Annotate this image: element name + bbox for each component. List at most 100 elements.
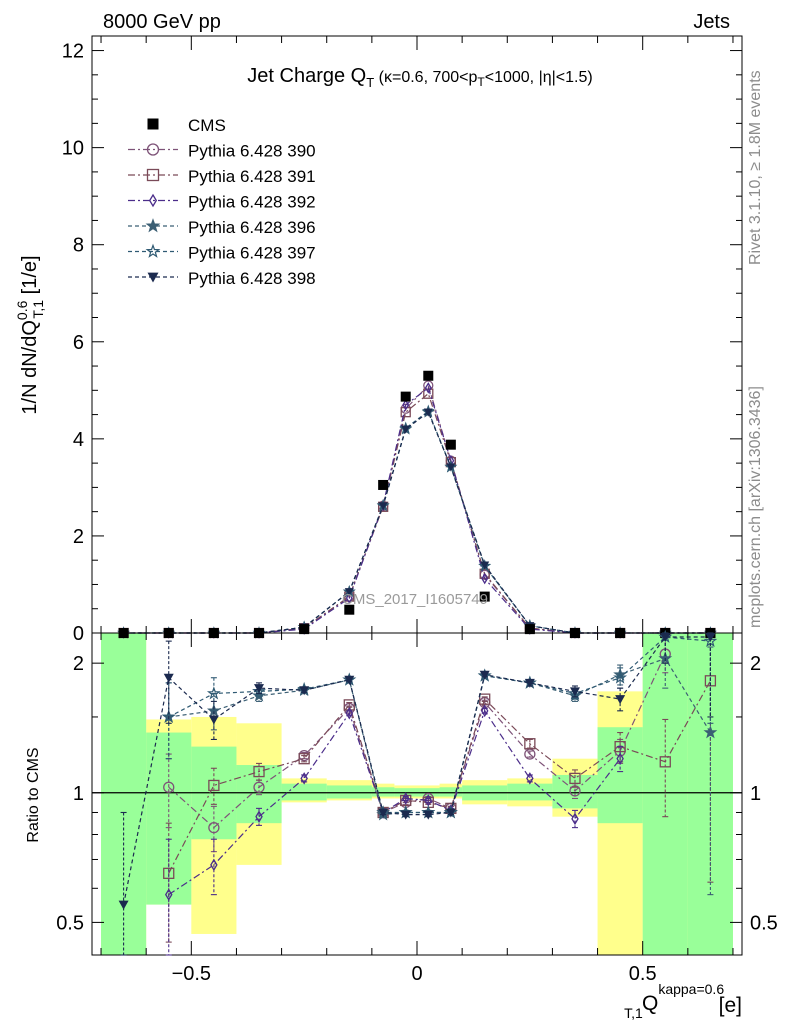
ratio-y-tick-label-right: 2 [750, 653, 761, 675]
ratio-y-axis-label: Ratio to CMS [25, 747, 42, 842]
ratio-point [479, 693, 491, 705]
ratio-point [298, 753, 310, 765]
ratio-point [253, 765, 265, 778]
main-y-tick-label: 8 [73, 235, 84, 257]
ratio-point [344, 675, 355, 685]
ratio-series-line [168, 657, 711, 816]
ratio-point [345, 706, 354, 720]
mc-series-point [423, 408, 433, 417]
legend: CMS Pythia 6.428 390 Pythia 6.428 391 Pythi… [128, 116, 316, 288]
ratio-point [206, 686, 221, 700]
ratio-point [401, 792, 410, 805]
x-tick-label: −0.5 [172, 963, 211, 985]
legend-marker [145, 243, 161, 258]
ratio-point [480, 704, 489, 718]
main-y-tick-label: 0 [73, 623, 84, 645]
stat-uncertainty-band [281, 783, 327, 801]
ratio-point [118, 900, 129, 910]
mc-series-point [481, 572, 489, 585]
legend-marker [148, 193, 158, 208]
ratio-point [254, 684, 265, 694]
mc-series-point [345, 592, 353, 604]
ratio-point [616, 752, 624, 765]
ratio-point [526, 772, 534, 785]
ratio-panel: 0.5 0.5 1 1 2 2 −0.5 0 0.5 [56, 629, 778, 985]
mc-series-point [378, 502, 388, 511]
mc-series-point [446, 463, 456, 472]
ratio-point [615, 695, 626, 705]
cms-data-point [344, 604, 355, 615]
legend-marker [146, 168, 160, 182]
header-right-label: Jets [693, 11, 730, 33]
main-y-tick-label: 6 [73, 332, 84, 354]
mc-series-point [400, 407, 411, 418]
legend-label: Pythia 6.428 397 [188, 244, 316, 263]
ratio-point [524, 738, 536, 750]
legend-label: Pythia 6.428 396 [188, 218, 316, 237]
cms-data-point [524, 624, 535, 635]
legend-label: Pythia 6.428 390 [188, 142, 316, 161]
legend-label: Pythia 6.428 398 [188, 269, 316, 288]
cms-data-point [445, 439, 456, 450]
analysis-watermark: CMS_2017_I1605749 [342, 591, 488, 608]
cms-data-point [423, 370, 434, 381]
main-y-tick-label: 4 [73, 429, 84, 451]
cms-data-point [378, 479, 389, 490]
stat-uncertainty-band [439, 787, 463, 797]
main-panel: 0 2 4 6 8 10 12 [62, 35, 743, 645]
mc-series-point [402, 399, 410, 411]
x-axis-label: Qkappa=0.6 T,1 [e] [624, 981, 742, 1021]
ratio-point [705, 633, 716, 643]
mc-series-point [423, 380, 434, 391]
ratio-point [400, 810, 411, 820]
mc-series-point [480, 561, 490, 570]
ratio-point [659, 756, 671, 768]
rivet-version-label: Rivet 3.1.10, ≥ 1.8M events [747, 70, 764, 265]
mc-series-point [401, 425, 411, 434]
ratio-point [660, 633, 671, 643]
main-y-tick-label: 12 [62, 41, 84, 63]
stat-uncertainty-band [371, 787, 395, 797]
legend-marker [147, 272, 159, 283]
legend-marker [145, 218, 161, 233]
ratio-point [253, 781, 265, 793]
ratio-point [423, 810, 434, 820]
ratio-y-tick-label-left: 2 [73, 653, 84, 675]
legend-label: Pythia 6.428 392 [188, 193, 316, 212]
ratio-point [208, 821, 220, 834]
ratio-point [343, 699, 355, 711]
main-y-tick-label: 10 [62, 138, 84, 160]
stat-uncertainty-band [507, 783, 553, 801]
ratio-y-tick-label-left: 0.5 [56, 912, 84, 934]
legend-marker [147, 118, 159, 130]
cms-data-point [299, 624, 310, 635]
legend-label: CMS [188, 116, 226, 135]
stat-uncertainty-band [642, 633, 688, 955]
ratio-point [703, 725, 718, 739]
header-left-label: 8000 GeV pp [103, 11, 221, 33]
x-tick-label: 0 [411, 963, 422, 985]
ratio-y-tick-label-right: 1 [750, 783, 761, 805]
mc-series-point [344, 588, 354, 597]
stat-uncertainty-band [326, 785, 372, 799]
legend-label: Pythia 6.428 391 [188, 167, 316, 186]
mcplots-label: mcplots.cern.ch [arXiv:1306.3436] [747, 386, 764, 628]
ratio-point [163, 867, 175, 879]
ratio-series-line [123, 636, 711, 905]
ratio-series-line [168, 709, 621, 896]
ratio-uncertainty-bands [101, 633, 733, 955]
ratio-series-line [168, 653, 666, 829]
main-y-tick-label: 2 [73, 526, 84, 548]
main-y-axis-label: 1/N dN/dQ0.6T,1 [1/e] [14, 255, 46, 414]
cms-data-point [400, 391, 411, 402]
legend-marker [146, 143, 160, 156]
ratio-point [613, 670, 628, 684]
ratio-point [208, 779, 220, 792]
ratio-point [300, 772, 308, 785]
ratio-point [524, 678, 535, 688]
ratio-point [161, 709, 176, 723]
ratio-point [569, 772, 581, 785]
chart-title: Jet Charge QT (κ=0.6, 700<pT<1000, |η|<1… [247, 65, 592, 90]
cms-data-point [479, 591, 490, 602]
